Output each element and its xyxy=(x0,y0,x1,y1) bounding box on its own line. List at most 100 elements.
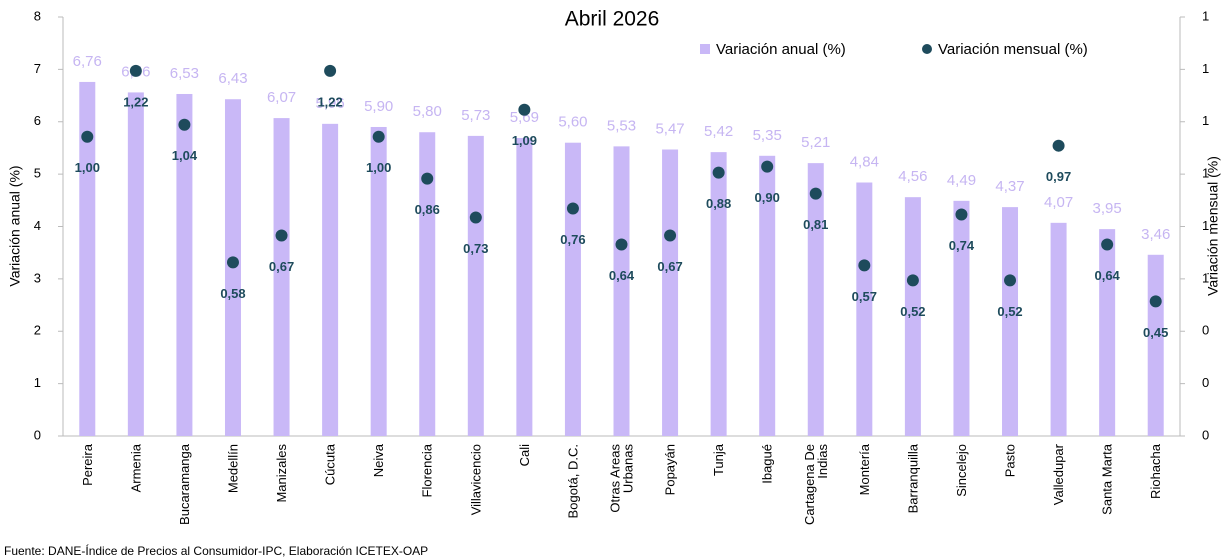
bar-value-label: 5,90 xyxy=(364,98,393,115)
y2-tick-label: 1 xyxy=(1202,61,1209,76)
y2-tick-label: 1 xyxy=(1202,8,1209,23)
dot-value-label: 1,04 xyxy=(172,148,198,163)
y2-tick-label: 0 xyxy=(1202,323,1209,338)
dot-value-label: 0,64 xyxy=(1094,268,1120,283)
dot-value-label: 0,74 xyxy=(949,238,975,253)
bar-value-label: 3,95 xyxy=(1093,200,1122,217)
legend-label: Variación anual (%) xyxy=(716,41,846,58)
x-tick-label: Medellín xyxy=(225,444,241,494)
dot xyxy=(275,229,288,242)
dot-value-label: 0,86 xyxy=(415,202,440,217)
bar xyxy=(176,93,193,437)
dot xyxy=(1004,274,1017,287)
dot xyxy=(421,172,434,185)
x-tick-label: Bogotá, D.C. xyxy=(565,444,581,519)
bar-value-label: 6,76 xyxy=(73,53,102,70)
x-tick-label: Otras Areas Urbanas xyxy=(607,444,636,513)
dot-value-label: 0,52 xyxy=(997,304,1022,319)
dot xyxy=(372,130,385,143)
bar-value-label: 6,43 xyxy=(218,70,247,87)
y-tick-label: 0 xyxy=(34,427,41,442)
bar-value-label: 5,47 xyxy=(655,120,684,137)
dot xyxy=(226,256,239,269)
legend-swatch xyxy=(700,44,710,54)
bar xyxy=(710,152,727,436)
dot-value-label: 0,57 xyxy=(852,289,877,304)
dot xyxy=(664,229,677,242)
bar-value-label: 5,80 xyxy=(413,103,442,120)
dot xyxy=(906,274,919,287)
dot-value-label: 0,97 xyxy=(1046,169,1071,184)
dot xyxy=(615,238,628,251)
y2-tick-label: 1 xyxy=(1202,166,1209,181)
chart-title: Abril 2026 xyxy=(565,8,660,31)
dot-value-label: 1,00 xyxy=(366,160,391,175)
dot-value-label: 0,58 xyxy=(220,286,245,301)
x-tick-label: Armenia xyxy=(128,444,144,493)
dot-value-label: 1,22 xyxy=(317,94,342,109)
bar xyxy=(1099,229,1116,436)
x-tick-label: Manizales xyxy=(274,444,290,503)
bar-value-label: 3,46 xyxy=(1141,226,1170,243)
bar xyxy=(564,142,581,436)
bar xyxy=(1050,222,1067,436)
x-tick-label: Florencia xyxy=(419,444,435,498)
dot xyxy=(1149,295,1162,308)
x-tick-label: Popayán xyxy=(662,444,678,496)
y-tick-label: 8 xyxy=(34,8,41,23)
x-tick-label: Barranquilla xyxy=(905,444,921,514)
bar xyxy=(419,132,436,436)
bar xyxy=(370,126,387,437)
x-tick-label: Neiva xyxy=(371,444,387,478)
y2-axis-label: Variación mensual (%) xyxy=(1205,156,1221,296)
dot-value-label: 0,52 xyxy=(900,304,925,319)
x-tick-label: Riohacha xyxy=(1148,444,1164,499)
bar xyxy=(467,135,484,437)
bar xyxy=(273,118,290,437)
dot xyxy=(129,64,142,77)
dot-value-label: 0,67 xyxy=(269,259,294,274)
bar-value-label: 4,84 xyxy=(850,153,879,170)
x-tick-label: Ibagué xyxy=(759,444,775,484)
bar-value-label: 5,42 xyxy=(704,123,733,140)
dot xyxy=(518,103,531,116)
y-tick-label: 1 xyxy=(34,375,41,390)
dot-value-label: 0,67 xyxy=(657,259,682,274)
dot xyxy=(955,208,968,221)
bar-value-label: 6,53 xyxy=(170,65,199,82)
dot-value-label: 0,64 xyxy=(609,268,635,283)
dot xyxy=(178,118,191,131)
dot-value-label: 1,00 xyxy=(75,160,100,175)
legend-label: Variación mensual (%) xyxy=(938,41,1088,58)
bar-value-label: 5,35 xyxy=(753,127,782,144)
dot xyxy=(1052,139,1065,152)
bar-value-label: 5,53 xyxy=(607,117,636,134)
y2-tick-label: 1 xyxy=(1202,270,1209,285)
bar-value-label: 5,21 xyxy=(801,134,830,151)
bar-value-label: 4,37 xyxy=(995,178,1024,195)
dot xyxy=(1101,238,1114,251)
dot xyxy=(809,187,822,200)
dot xyxy=(469,211,482,224)
source-note: Fuente: DANE-Índice de Precios al Consum… xyxy=(4,543,428,558)
y2-tick-label: 1 xyxy=(1202,218,1209,233)
dot-value-label: 0,81 xyxy=(803,217,828,232)
x-tick-label: Cúcuta xyxy=(322,444,338,486)
y-tick-label: 2 xyxy=(34,323,41,338)
x-tick-label: Pereira xyxy=(79,444,95,486)
y-tick-label: 7 xyxy=(34,61,41,76)
x-tick-label: Cali xyxy=(516,444,532,467)
bar-value-label: 5,60 xyxy=(558,114,587,131)
y-tick-label: 5 xyxy=(34,166,41,181)
dot-value-label: 0,88 xyxy=(706,196,731,211)
dot xyxy=(566,202,579,215)
bar xyxy=(807,163,824,436)
bar xyxy=(516,137,533,436)
bar-value-label: 5,96 xyxy=(316,95,345,112)
y2-tick-label: 0 xyxy=(1202,427,1209,442)
dot-value-label: 0,73 xyxy=(463,241,488,256)
bar-value-label: 6,07 xyxy=(267,89,296,106)
bar-value-label: 5,73 xyxy=(461,107,490,124)
dot-value-label: 0,90 xyxy=(755,190,780,205)
